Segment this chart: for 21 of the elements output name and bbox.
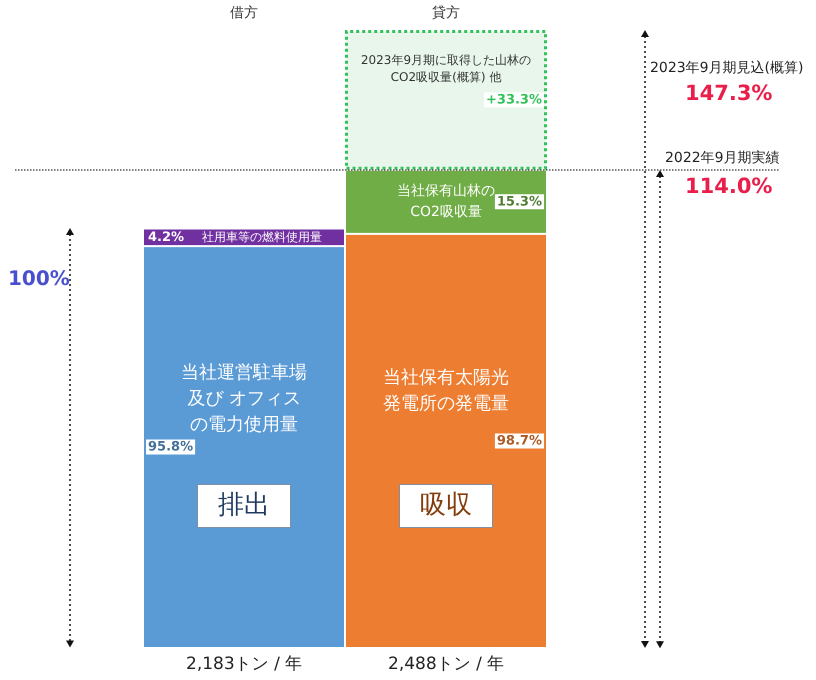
text: 2,183トン / 年 bbox=[186, 652, 302, 676]
data-label: +33.3% bbox=[486, 92, 542, 108]
series-label: 当社保有山林のCO2吸収量 bbox=[396, 182, 496, 222]
x-tick-label: 借方 bbox=[230, 5, 258, 21]
x-tick-label: 貸方 bbox=[432, 5, 460, 21]
ref-line-label: 114.0% bbox=[685, 172, 772, 200]
text: 100% bbox=[8, 264, 70, 292]
series-label: 2023年9月期に取得した山林のCO2吸収量(概算) 他 bbox=[360, 52, 532, 86]
series-label: 当社運営駐車場及び オフィスの電力使用量 bbox=[180, 360, 308, 437]
text: 147.3% bbox=[685, 80, 772, 107]
data-label: 95.8% bbox=[148, 440, 194, 455]
text: 2022年9月期実績 bbox=[665, 148, 780, 168]
series-label: 当社保有太陽光発電所の発電量 bbox=[382, 366, 510, 416]
data-label: 4.2% bbox=[148, 230, 184, 245]
text: 2023年9月期見込(概算) bbox=[650, 59, 804, 78]
data-label: 98.7% bbox=[496, 433, 542, 448]
text: 2,488トン / 年 bbox=[388, 652, 504, 676]
data-label: 15.3% bbox=[496, 194, 542, 210]
annotation: 排出 bbox=[197, 484, 291, 528]
series-label: 社用車等の燃料使用量 bbox=[201, 230, 323, 244]
annotation: 吸収 bbox=[399, 484, 493, 528]
